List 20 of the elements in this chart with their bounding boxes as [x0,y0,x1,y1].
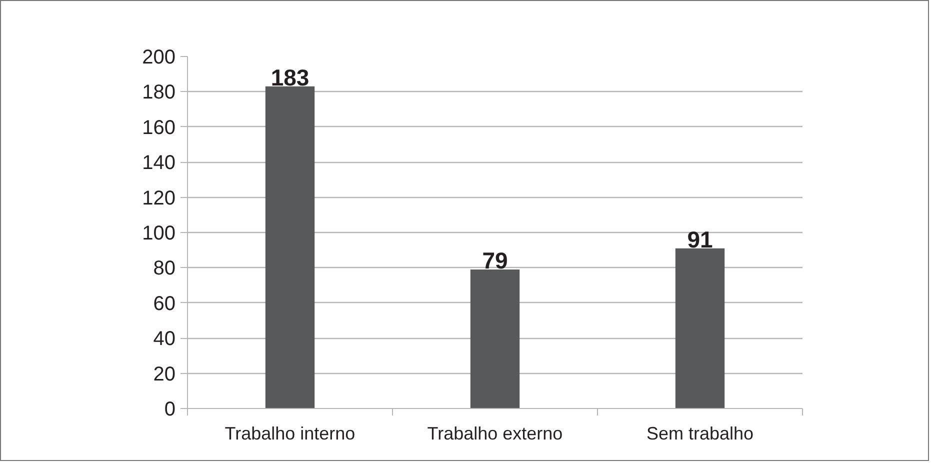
y-tick-label: 60 [153,292,176,315]
y-tick-label: 20 [153,363,176,386]
y-tick-label: 0 [164,398,176,420]
y-tick-label: 100 [142,222,176,244]
x-tick-label: Sem trabalho [646,424,754,444]
data-label: 91 [687,226,713,252]
y-tick-label: 40 [153,328,176,350]
data-label: 79 [482,247,508,274]
y-tick-label: 160 [142,116,176,139]
bar [265,86,315,408]
bar [675,248,725,408]
y-tick-label: 120 [142,187,176,210]
y-tick-label: 200 [142,46,176,68]
data-label: 183 [270,64,310,90]
x-tick-label: Trabalho externo [427,424,563,444]
y-tick-label: 180 [142,82,176,104]
y-tick-label: 80 [153,258,176,280]
y-tick-label: 140 [142,152,176,174]
x-tick-label: Trabalho interno [224,424,356,444]
bar [470,269,520,408]
